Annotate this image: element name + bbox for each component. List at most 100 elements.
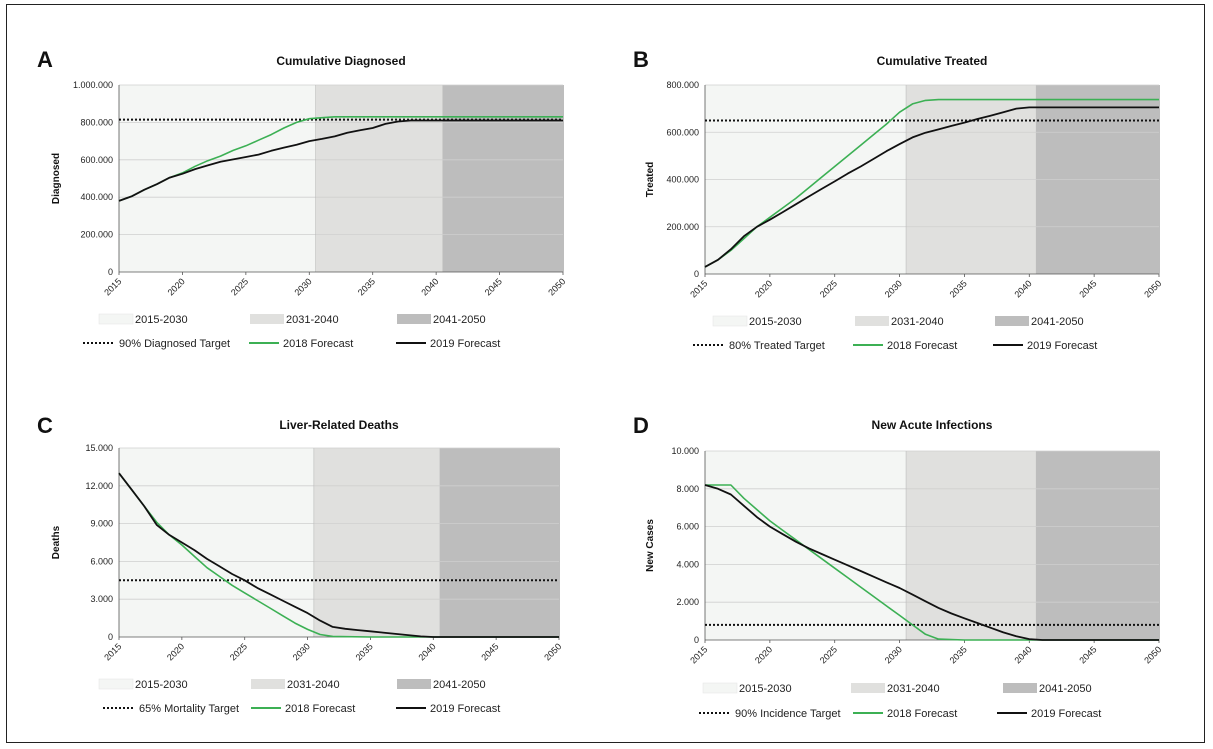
x-tick-label: 2025: [818, 278, 839, 299]
y-axis-label: Diagnosed: [51, 153, 62, 204]
x-tick-label: 2030: [883, 644, 904, 665]
y-axis-label: New Cases: [645, 519, 656, 572]
x-tick-label: 2030: [292, 276, 313, 297]
x-tick-label: 2035: [948, 278, 969, 299]
series-line-2019-forecast: [704, 484, 1159, 641]
x-tick-label: 2035: [948, 644, 969, 665]
x-tick-label: 2025: [229, 276, 250, 297]
y-tick-label: 2.000: [676, 597, 699, 607]
x-tick-label: 2050: [546, 276, 567, 297]
y-tick-label: 0: [108, 267, 113, 277]
y-axis-label: Treated: [645, 162, 656, 198]
x-tick-label: 2030: [883, 278, 904, 299]
period-band-2015-2030: [119, 448, 314, 637]
series-line-2019-forecast: [118, 119, 563, 202]
y-tick-label: 9.000: [90, 519, 113, 529]
y-tick-label: 0: [108, 632, 113, 642]
period-band-2031-2040: [906, 451, 1036, 640]
legend-label: 2041-2050: [1031, 316, 1084, 328]
chart-title: Cumulative Diagnosed: [276, 54, 405, 68]
legend-label: 2015-2030: [135, 314, 188, 326]
legend-swatch: [251, 679, 285, 689]
y-tick-label: 800.000: [666, 80, 699, 90]
panel-letter: A: [37, 47, 53, 72]
legend-swatch: [702, 682, 738, 694]
legend-swatch: [855, 316, 889, 326]
legend-label: 2019 Forecast: [430, 338, 500, 350]
y-axis-label: Deaths: [51, 525, 62, 559]
chart-title: New Acute Infections: [872, 418, 993, 432]
panel-letter: D: [633, 413, 649, 438]
legend-label: 2031-2040: [891, 316, 944, 328]
chart-title: Cumulative Treated: [877, 54, 988, 68]
x-tick-label: 2020: [165, 641, 186, 662]
y-tick-label: 6.000: [90, 556, 113, 566]
y-tick-label: 600.000: [80, 155, 113, 165]
y-tick-label: 0: [694, 635, 699, 645]
x-tick-label: 2040: [416, 641, 437, 662]
legend-label: 2018 Forecast: [285, 703, 355, 715]
y-tick-label: 800.000: [80, 117, 113, 127]
period-band-2041-2050: [439, 448, 560, 637]
x-tick-label: 2015: [688, 644, 709, 665]
y-tick-label: 600.000: [666, 127, 699, 137]
legend-label: 2019 Forecast: [1031, 708, 1101, 720]
x-tick-label: 2035: [356, 276, 377, 297]
x-tick-label: 2045: [1077, 644, 1098, 665]
legend-swatch: [397, 314, 431, 324]
series-line-2018-forecast: [705, 484, 1159, 641]
panel-a: A Cumulative Diagnosed 0 200.000 400.000 600.…: [37, 47, 567, 350]
x-tick-label: 2045: [479, 641, 500, 662]
x-tick-label: 2045: [483, 276, 504, 297]
legend-swatch: [1003, 683, 1037, 693]
legend-label: 2018 Forecast: [283, 338, 353, 350]
figure-canvas: A Cumulative Diagnosed 0 200.000 400.000 600.…: [37, 47, 1163, 720]
x-tick-label: 2045: [1077, 278, 1098, 299]
legend-swatch: [851, 683, 885, 693]
legend-label: 2019 Forecast: [430, 703, 500, 715]
y-tick-label: 400.000: [80, 192, 113, 202]
period-band-2031-2040: [315, 85, 443, 272]
x-tick-label: 2040: [1012, 278, 1033, 299]
legend-swatch: [98, 313, 134, 325]
x-tick-label: 2020: [753, 278, 774, 299]
y-tick-label: 3.000: [90, 594, 113, 604]
x-tick-label: 2020: [753, 644, 774, 665]
legend-label: 90% Incidence Target: [735, 708, 841, 720]
period-band-2041-2050: [1035, 451, 1160, 640]
legend-swatch: [397, 679, 431, 689]
panel-letter: C: [37, 413, 53, 438]
legend-label: 2019 Forecast: [1027, 340, 1097, 352]
x-tick-label: 2025: [818, 644, 839, 665]
y-tick-label: 10.000: [671, 446, 699, 456]
y-tick-label: 200.000: [80, 230, 113, 240]
period-band-2015-2030: [705, 451, 907, 640]
period-band-2015-2030: [119, 85, 316, 272]
legend-label: 2015-2030: [749, 316, 802, 328]
period-band-2031-2040: [313, 448, 440, 637]
figure-frame: A Cumulative Diagnosed 0 200.000 400.000 600.…: [6, 4, 1205, 743]
legend-label: 80% Treated Target: [729, 340, 825, 352]
series-line-2019-forecast: [704, 106, 1159, 268]
legend-label: 2015-2030: [739, 683, 792, 695]
x-tick-label: 2050: [1142, 278, 1163, 299]
x-tick-label: 2030: [291, 641, 312, 662]
panel-b: B Cumulative Treated 0 200.000 400.000 600.00…: [633, 47, 1163, 352]
y-tick-label: 200.000: [666, 222, 699, 232]
series-line-2018-forecast: [704, 98, 1159, 268]
legend-label: 2041-2050: [433, 679, 486, 691]
legend-swatch: [712, 315, 748, 327]
x-tick-label: 2040: [419, 276, 440, 297]
series-line-2018-forecast: [118, 472, 559, 638]
x-tick-label: 2015: [102, 641, 123, 662]
period-band-2041-2050: [442, 85, 564, 272]
series-line-2019-forecast: [118, 472, 559, 638]
legend-label: 2041-2050: [1039, 683, 1092, 695]
legend-label: 2031-2040: [287, 679, 340, 691]
legend-label: 65% Mortality Target: [139, 703, 239, 715]
legend-label: 2041-2050: [433, 314, 486, 326]
x-tick-label: 2050: [542, 641, 563, 662]
legend-swatch: [250, 314, 284, 324]
x-tick-label: 2040: [1012, 644, 1033, 665]
panel-c: C Liver-Related Deaths 0 3.000 6.000 9.000 12.…: [37, 413, 563, 715]
